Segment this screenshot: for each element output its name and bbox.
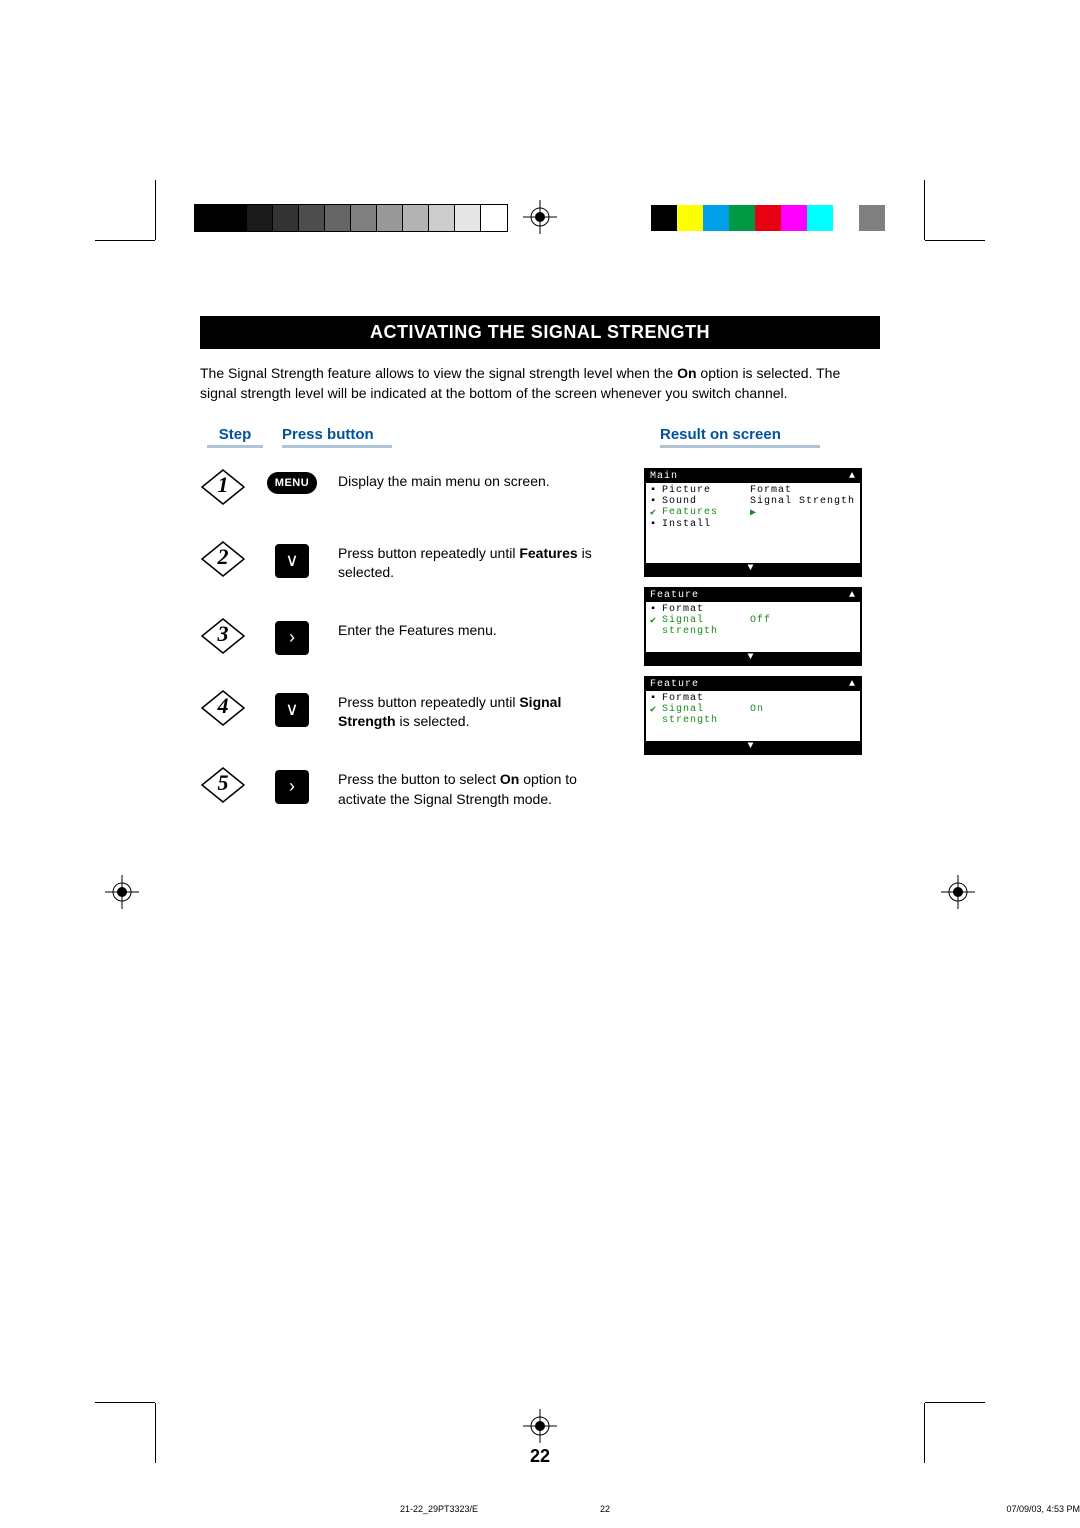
crop-mark	[95, 1402, 155, 1403]
color-swatch	[703, 205, 729, 231]
osd-row: ▪PictureFormat	[650, 485, 856, 496]
step-number-icon: 4	[200, 689, 246, 727]
color-swatch	[859, 205, 885, 231]
step-description: Press the button to select On option to …	[338, 766, 620, 809]
page-number: 22	[200, 1446, 880, 1467]
intro-paragraph: The Signal Strength feature allows to vi…	[200, 363, 880, 404]
color-swatch	[651, 205, 677, 231]
step-number-icon: 1	[200, 468, 246, 506]
osd-panel: Main▲▪PictureFormat▪SoundSignal Strength…	[644, 468, 862, 577]
registration-mark-icon	[523, 1409, 557, 1443]
step-row: 1 MENU Display the main menu on screen.	[200, 468, 620, 506]
manual-page: ACTIVATING THE SIGNAL STRENGTH The Signa…	[200, 316, 880, 843]
gray-swatch	[325, 205, 351, 231]
osd-row: ✔Features▶	[650, 507, 856, 519]
gray-swatch	[403, 205, 429, 231]
step-description: Enter the Features menu.	[338, 617, 620, 641]
steps-column: 1 MENU Display the main menu on screen. 2 ∨ P…	[200, 468, 620, 844]
grayscale-swatch-bar	[195, 205, 507, 231]
step-number-icon: 3	[200, 617, 246, 655]
color-swatch	[833, 205, 859, 231]
gray-swatch	[299, 205, 325, 231]
registration-mark-icon	[941, 875, 975, 909]
gray-swatch	[221, 205, 247, 231]
header-button: Press button	[282, 426, 402, 443]
gray-swatch	[273, 205, 299, 231]
footer-page: 22	[600, 1504, 720, 1514]
step-description: Press button repeatedly until Features i…	[338, 540, 620, 583]
crop-mark	[925, 240, 985, 241]
osd-row: ✔Signal strengthOff	[650, 615, 856, 637]
column-headers: Step Press button Result on screen	[200, 426, 880, 448]
crop-mark	[155, 1403, 156, 1463]
step-description: Display the main menu on screen.	[338, 468, 620, 492]
result-column: Main▲▪PictureFormat▪SoundSignal Strength…	[644, 468, 880, 844]
osd-panel: Feature▲▪Format✔Signal strengthOn▼	[644, 676, 862, 755]
osd-row: ▪Format	[650, 604, 856, 615]
gray-swatch	[195, 205, 221, 231]
osd-row: ▪Install	[650, 519, 856, 530]
osd-row: ✔Signal strengthOn	[650, 704, 856, 726]
crop-mark	[95, 240, 155, 241]
crop-mark	[155, 180, 156, 240]
footer-file: 21-22_29PT3323/E	[400, 1504, 600, 1514]
color-swatch	[755, 205, 781, 231]
step-description: Press button repeatedly until Signal Str…	[338, 689, 620, 732]
osd-panel: Feature▲▪Format✔Signal strengthOff▼	[644, 587, 862, 666]
step-row: 2 ∨ Press button repeatedly until Features…	[200, 540, 620, 583]
color-swatch	[807, 205, 833, 231]
menu-button-icon: MENU	[264, 472, 320, 494]
gray-swatch	[455, 205, 481, 231]
step-number-icon: 2	[200, 540, 246, 578]
page-title: ACTIVATING THE SIGNAL STRENGTH	[200, 316, 880, 349]
step-row: 4 ∨ Press button repeatedly until Signal S…	[200, 689, 620, 732]
intro-text: The Signal Strength feature allows to vi…	[200, 365, 677, 381]
arrow-button-icon: ∨	[264, 693, 320, 727]
registration-mark-icon	[523, 200, 557, 234]
arrow-button-icon: ›	[264, 770, 320, 804]
gray-swatch	[377, 205, 403, 231]
gray-swatch	[429, 205, 455, 231]
header-step: Step	[200, 426, 270, 443]
footer-date: 07/09/03, 4:53 PM	[720, 1504, 1080, 1514]
crop-mark	[925, 1402, 985, 1403]
arrow-button-icon: ∨	[264, 544, 320, 578]
step-row: 3 › Enter the Features menu.	[200, 617, 620, 655]
step-number-icon: 5	[200, 766, 246, 804]
arrow-button-icon: ›	[264, 621, 320, 655]
color-swatch	[677, 205, 703, 231]
color-swatch	[781, 205, 807, 231]
step-row: 5 › Press the button to select On option t…	[200, 766, 620, 809]
color-swatch	[729, 205, 755, 231]
crop-mark	[924, 180, 925, 240]
osd-row: ▪Format	[650, 693, 856, 704]
osd-row: ▪SoundSignal Strength	[650, 496, 856, 507]
color-swatch-bar	[651, 205, 885, 231]
intro-bold: On	[677, 365, 696, 381]
gray-swatch	[247, 205, 273, 231]
footer-slug: 21-22_29PT3323/E 22 07/09/03, 4:53 PM	[400, 1504, 1080, 1514]
gray-swatch	[351, 205, 377, 231]
header-result: Result on screen	[660, 426, 880, 443]
gray-swatch	[481, 205, 507, 231]
crop-mark	[924, 1403, 925, 1463]
registration-mark-icon	[105, 875, 139, 909]
